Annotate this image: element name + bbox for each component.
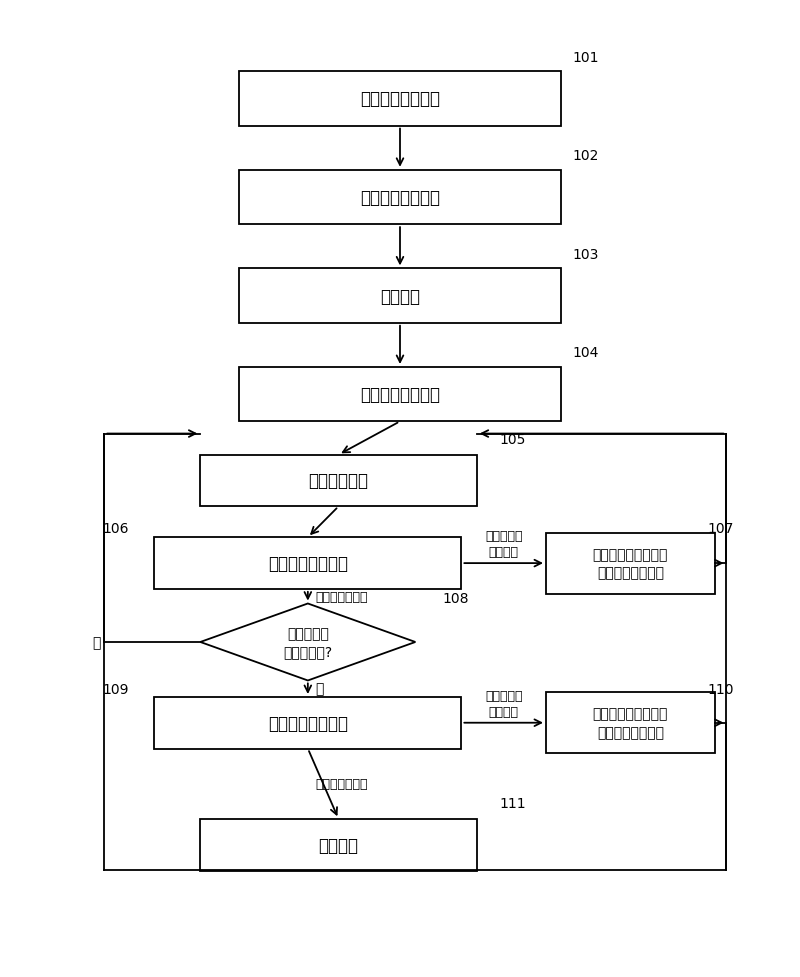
Text: 查找原因、纠正问题
（统计分析工具）: 查找原因、纠正问题 （统计分析工具） [593, 706, 668, 740]
Text: 101: 101 [573, 51, 599, 64]
Text: 是: 是 [315, 682, 324, 696]
Text: 108: 108 [442, 592, 469, 606]
Bar [546, 693, 715, 753]
Bar [238, 171, 562, 225]
Text: 实验设计: 实验设计 [380, 287, 420, 305]
Text: 工艺参数采集: 工艺参数采集 [309, 472, 369, 490]
Text: 106: 106 [102, 522, 129, 535]
Text: 出现失控或
失控倾向: 出现失控或 失控倾向 [485, 530, 522, 559]
Text: 确定关键工艺参数: 确定关键工艺参数 [360, 189, 440, 207]
Text: 111: 111 [500, 796, 526, 810]
Text: 出现失控或
失控倾向: 出现失控或 失控倾向 [485, 690, 522, 718]
Text: 优化确定工艺条件: 优化确定工艺条件 [360, 386, 440, 404]
Text: 过程受控状态分析: 过程受控状态分析 [268, 714, 348, 732]
Text: 102: 102 [573, 149, 599, 163]
Text: 确定关键工序节点: 确定关键工序节点 [360, 90, 440, 108]
Text: 109: 109 [102, 683, 129, 697]
Text: 104: 104 [573, 346, 599, 360]
Text: 过程为统计受控: 过程为统计受控 [315, 590, 368, 603]
Text: 110: 110 [707, 683, 734, 697]
Text: 查找原因、纠正问题
（统计分析工具）: 查找原因、纠正问题 （统计分析工具） [593, 547, 668, 579]
Text: 107: 107 [707, 522, 734, 535]
Bar [200, 819, 477, 871]
Text: 过程受控状态分析: 过程受控状态分析 [268, 555, 348, 573]
Text: 否: 否 [92, 635, 101, 650]
Bar [154, 537, 462, 589]
Text: 103: 103 [573, 247, 599, 262]
Bar [238, 72, 562, 126]
Text: 105: 105 [500, 432, 526, 446]
Bar [154, 698, 462, 748]
Polygon shape [200, 604, 415, 681]
Bar [238, 269, 562, 323]
Text: 下道工序: 下道工序 [318, 836, 358, 854]
Bar [546, 533, 715, 594]
Text: 过程为统计受控: 过程为统计受控 [315, 778, 368, 790]
Bar [200, 455, 477, 507]
Bar [238, 367, 562, 422]
Text: 工序能力是
否满足要求?: 工序能力是 否满足要求? [283, 626, 333, 658]
